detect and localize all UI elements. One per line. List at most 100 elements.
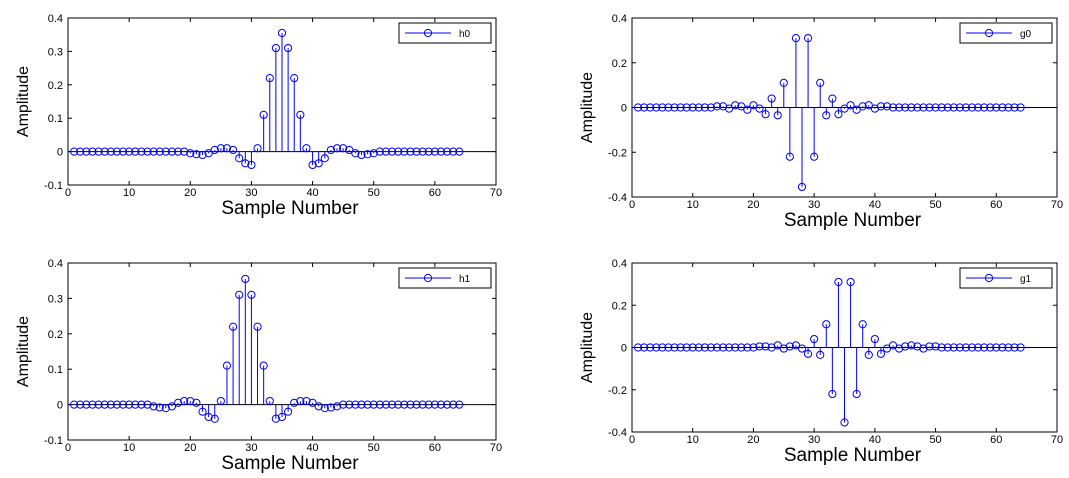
x-tick-label: 60 [990,199,1002,211]
stem-marker [155,403,164,412]
stem-marker [430,147,439,156]
stem-marker [216,396,225,406]
stem-marker [271,43,280,53]
stem-marker [658,343,667,352]
stem-marker [743,105,752,114]
stem-marker [919,103,928,112]
stem-marker [767,343,776,352]
stem-marker [455,147,464,156]
stem-marker [320,154,329,163]
stem-marker [198,150,207,160]
stem-marker [308,398,317,407]
stem-marker [682,343,691,352]
x-tick-label: 70 [1051,199,1063,211]
x-tick-label: 70 [490,442,502,454]
y-tick-label: -0.2 [608,385,627,397]
stem-marker [973,343,983,352]
y-tick-label: 0.2 [48,80,63,92]
stem-marker [186,396,195,406]
x-tick-label: 0 [65,442,71,454]
x-tick-label: 40 [306,442,318,454]
stem-marker [937,343,946,352]
stem-marker [387,147,397,156]
stem-marker [436,400,446,409]
stem-marker [1010,103,1019,112]
stem-marker [731,343,740,352]
y-axis-label: Amplitude [15,66,32,137]
stem-marker [967,103,977,112]
stem-marker [228,322,238,331]
stem-marker [186,149,195,158]
stem-marker [357,150,366,160]
y-tick-label: 0.4 [48,13,63,25]
x-tick-label: 10 [687,199,699,211]
stem-marker [137,147,146,156]
stem-marker [375,147,384,156]
stem-marker [876,349,886,358]
stem-marker [986,343,995,352]
stem-marker [118,147,128,156]
stem-marker [442,147,452,156]
legend-label: g0 [1020,29,1032,40]
stem-marker [670,343,679,352]
stem-marker [931,103,940,112]
stem-marker [712,102,722,111]
stem-marker [949,103,958,112]
x-tick-label: 30 [808,434,820,446]
y-tick-label: 0.1 [48,364,63,376]
stem-marker [94,147,103,156]
stem-marker [943,103,952,112]
stem-marker [694,103,703,112]
stem-marker [381,147,391,156]
stem-marker [198,407,207,416]
stem-marker [901,103,910,112]
stem-marker [112,147,122,156]
x-tick-label: 40 [869,199,881,211]
y-tick-label: 0.2 [612,58,627,70]
panel-g0: 0 10 20 30 40 50 60 70 0.4 0.2 0 -0.2 -0.4 Sample Num… [579,13,1063,231]
stem-marker [870,334,879,344]
stem-marker [284,407,293,416]
stem-marker [725,104,734,113]
stem-marker [688,343,697,352]
stem-marker [351,149,360,158]
stem-marker [277,412,287,422]
stem-marker [700,343,709,352]
stem-marker [1016,343,1025,352]
stem-marker [986,103,995,112]
axes-frame [67,262,497,441]
stem-marker [204,412,213,422]
stem-marker [125,147,134,156]
stem-marker [785,342,794,351]
stem-marker [210,414,219,423]
stem-marker [797,344,807,353]
x-tick-label: 0 [629,434,635,446]
stem-marker [314,159,323,168]
stem-marker [345,400,354,409]
stem-marker [161,147,170,156]
stem-marker [290,398,299,407]
x-tick-label: 10 [687,434,699,446]
y-tick-label: 0.3 [48,293,63,305]
stem-marker [846,101,855,110]
stem-marker [810,152,819,161]
stem-marker [296,110,305,119]
stem-marker [131,147,140,156]
x-tick-label: 40 [869,434,881,446]
stem-marker [743,343,752,352]
stem-marker [718,343,728,352]
stem-marker [973,103,983,112]
panel-g1: 0 10 20 30 40 50 60 70 0.4 0.2 0 -0.2 -0.4 Sample Num… [579,258,1063,466]
stem-marker [412,400,421,409]
stem-marker [810,334,819,344]
stem-marker [755,104,764,113]
stem-marker [424,147,433,156]
stem-marker [235,290,244,299]
stem-marker [980,103,989,112]
stem-marker [767,94,776,103]
stem-marker [822,320,831,329]
stem-marker [88,147,97,156]
stem-marker [161,404,170,413]
stem-marker [864,101,873,110]
legend-label: g1 [1020,274,1032,285]
